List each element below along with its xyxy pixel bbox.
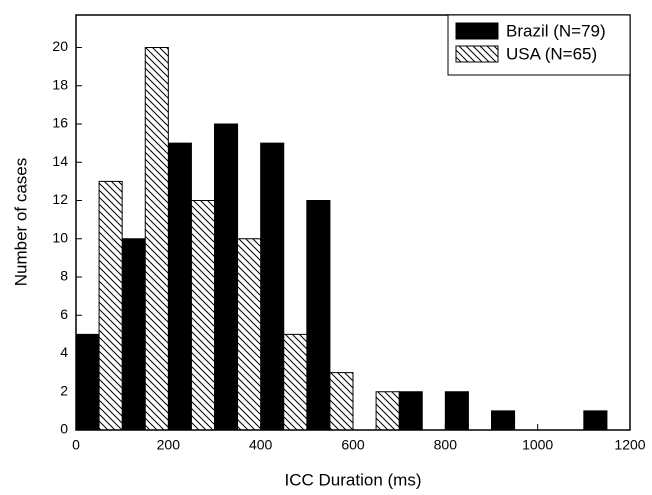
legend-swatch — [455, 45, 499, 63]
x-tick-label: 600 — [341, 437, 365, 453]
y-tick-label: 2 — [60, 382, 68, 398]
bar — [283, 333, 308, 431]
bar — [98, 180, 123, 431]
bar — [144, 47, 169, 431]
bar — [190, 200, 216, 431]
bar — [75, 333, 100, 431]
x-tick-label: 1200 — [614, 437, 645, 453]
bar — [583, 410, 608, 431]
bar — [491, 410, 516, 431]
x-tick-label: 1000 — [522, 437, 553, 453]
legend-label: Brazil (N=79) — [506, 21, 606, 40]
bar — [237, 238, 262, 431]
x-tick-label: 400 — [249, 437, 273, 453]
bar — [167, 142, 192, 431]
y-tick-label: 0 — [60, 421, 68, 437]
legend-swatch — [455, 22, 499, 40]
y-tick-label: 20 — [52, 38, 68, 54]
x-tick-label: 200 — [157, 437, 181, 453]
y-tick-label: 18 — [52, 76, 68, 92]
bar — [306, 200, 331, 431]
bar — [375, 391, 400, 431]
y-tick-label: 10 — [52, 229, 68, 245]
y-tick-label: 8 — [60, 268, 68, 284]
x-axis-label: ICC Duration (ms) — [285, 470, 422, 489]
bar — [329, 372, 354, 431]
y-tick-label: 12 — [52, 191, 68, 207]
bar — [260, 142, 285, 431]
y-tick-label: 6 — [60, 306, 68, 322]
y-axis-label: Number of cases — [11, 158, 30, 287]
bar — [214, 123, 239, 431]
x-tick-label: 800 — [434, 437, 458, 453]
y-tick-label: 14 — [52, 153, 68, 169]
bar — [444, 391, 469, 431]
y-tick-label: 4 — [60, 344, 68, 360]
bar — [398, 391, 423, 431]
legend-label: USA (N=65) — [506, 44, 597, 63]
y-tick-label: 16 — [52, 115, 68, 131]
bar — [121, 238, 146, 431]
x-tick-label: 0 — [72, 437, 80, 453]
